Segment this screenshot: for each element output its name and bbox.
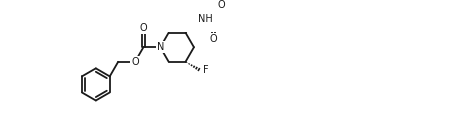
Text: O: O [209, 34, 217, 44]
Text: NH: NH [198, 14, 213, 24]
Text: O: O [140, 23, 147, 33]
Polygon shape [185, 18, 198, 33]
Text: F: F [203, 65, 209, 75]
Text: O: O [131, 57, 139, 67]
Text: O: O [218, 0, 225, 10]
Text: N: N [157, 42, 164, 52]
